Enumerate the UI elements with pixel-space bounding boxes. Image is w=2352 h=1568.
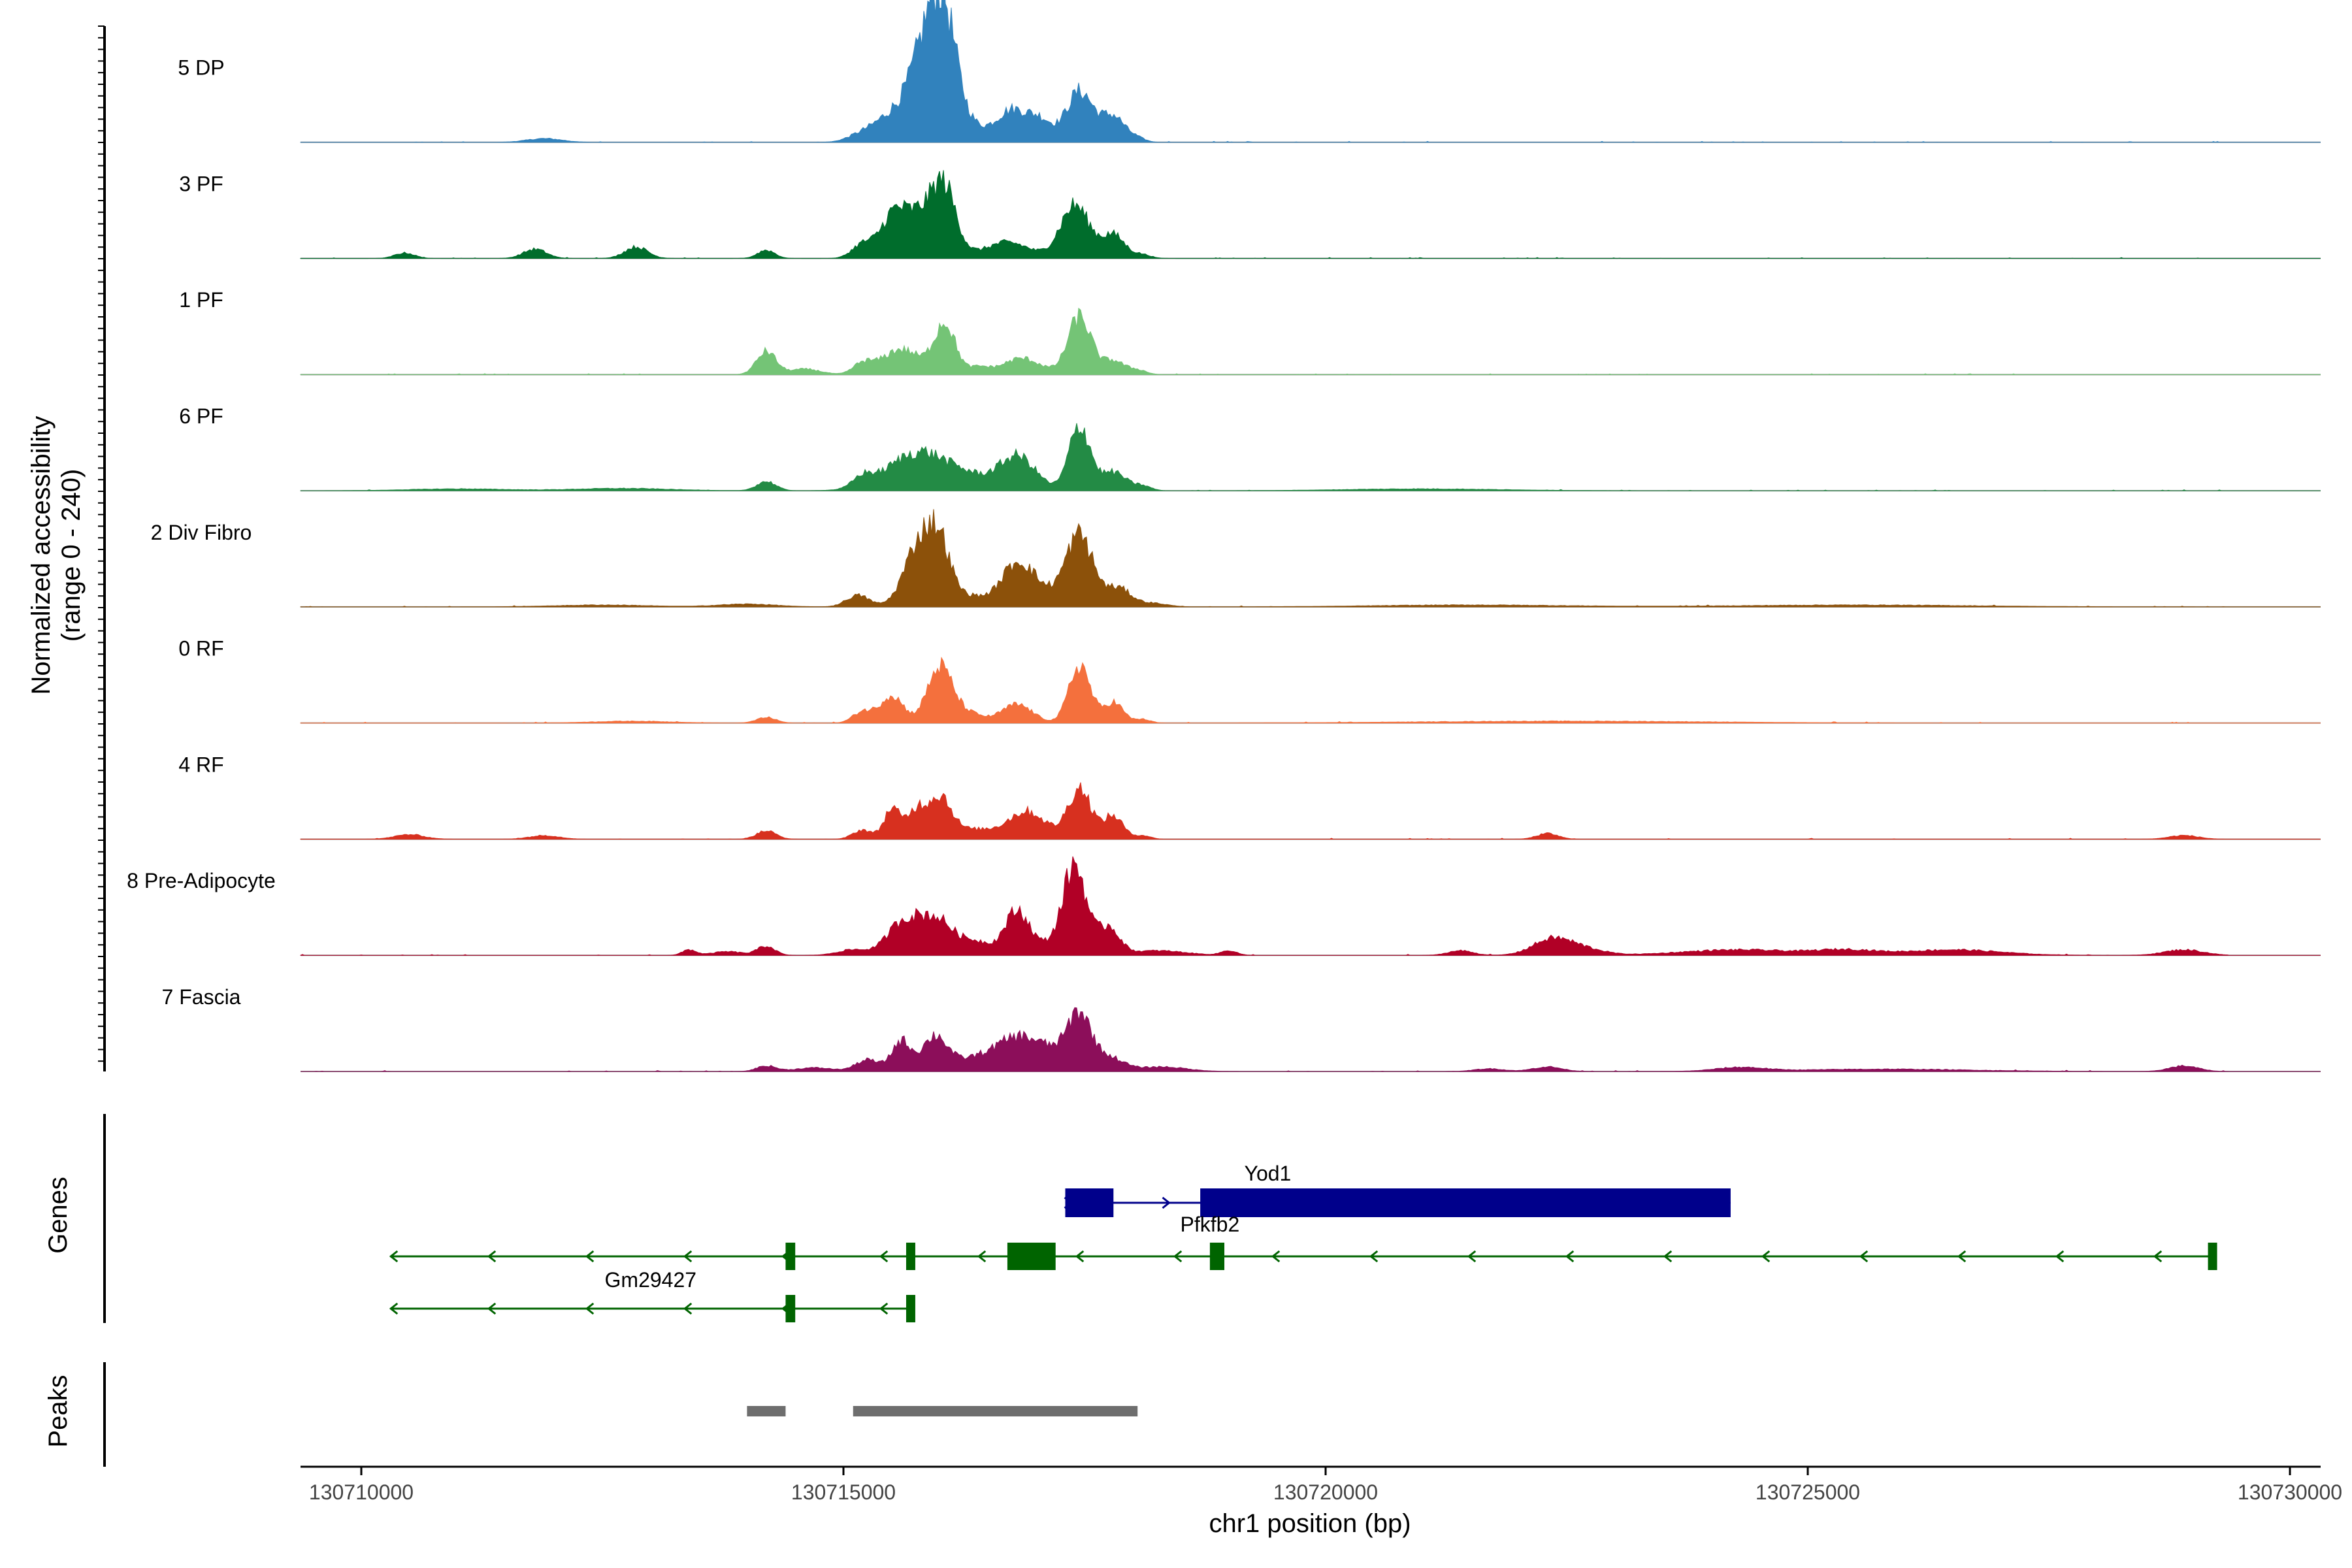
exon-block [1200, 1188, 1731, 1217]
coverage-area [300, 423, 2321, 491]
strand-arrow [1271, 1250, 1281, 1263]
strand-arrow [1957, 1250, 1967, 1263]
strand-arrow [487, 1302, 497, 1315]
strand-arrow [389, 1302, 399, 1315]
exon-block [1007, 1243, 1056, 1270]
strand-arrow [1859, 1250, 1869, 1263]
exon-block [1209, 1243, 1225, 1270]
coverage-area [300, 307, 2321, 375]
strand-arrow [1663, 1250, 1673, 1263]
strand-arrow [1075, 1250, 1085, 1263]
exon-block [906, 1243, 915, 1270]
y-axis-title: Normalized accessibility [27, 416, 56, 695]
gene-label: Yod1 [1245, 1162, 1292, 1185]
exon-block [785, 1295, 796, 1322]
peak-region [853, 1406, 1138, 1416]
track-label: 1 PF [179, 288, 223, 312]
strand-arrow [879, 1250, 889, 1263]
track-label: 2 Div Fibro [151, 521, 252, 544]
gene-label: Gm29427 [605, 1268, 697, 1292]
coverage-area [300, 657, 2321, 724]
strand-arrow [1173, 1250, 1183, 1263]
genes-panel-label: Genes [44, 1177, 73, 1254]
track-label: 0 RF [178, 637, 223, 661]
gene-gm29427: Gm29427 [389, 1268, 915, 1322]
strand-arrow [389, 1250, 399, 1263]
gene-yod1: Yod1 [1064, 1162, 1731, 1217]
gene-pfkfb2: Pfkfb2 [389, 1213, 2217, 1270]
strand-arrow [1565, 1250, 1575, 1263]
x-tick-label: 130725000 [1756, 1480, 1860, 1504]
strand-arrow [1761, 1250, 1771, 1263]
strand-arrow [487, 1250, 497, 1263]
y-axis-subtitle: (range 0 - 240) [57, 469, 86, 642]
x-tick-label: 130710000 [309, 1480, 414, 1504]
track-label: 7 Fascia [162, 985, 241, 1009]
track-label: 8 Pre-Adipocyte [127, 869, 276, 892]
x-axis-title: chr1 position (bp) [1209, 1509, 1411, 1538]
strand-arrow [1467, 1250, 1477, 1263]
strand-arrow [683, 1250, 693, 1263]
x-tick-label: 130730000 [2238, 1480, 2342, 1504]
track-label: 3 PF [179, 172, 223, 195]
peak-region [747, 1406, 786, 1416]
track-label: 5 DP [178, 56, 224, 80]
axes-group: 130710000 130715000 130720000 130725000 1307… [98, 25, 2342, 1504]
coverage-area [300, 170, 2321, 259]
gene-label: Pfkfb2 [1181, 1213, 1240, 1236]
exon-block [2208, 1243, 2217, 1270]
strand-arrow [2055, 1250, 2065, 1263]
coverage-area [300, 0, 2321, 143]
exon-block [785, 1243, 796, 1270]
strand-arrow [977, 1250, 987, 1263]
strand-arrow [585, 1250, 595, 1263]
x-tick-label: 130720000 [1273, 1480, 1378, 1504]
x-tick-label: 130715000 [791, 1480, 896, 1504]
peaks-panel-label: Peaks [44, 1375, 73, 1447]
strand-arrow [585, 1302, 595, 1315]
exon-block [1065, 1188, 1114, 1217]
strand-arrow [879, 1302, 889, 1315]
strand-arrow [1369, 1250, 1379, 1263]
coverage-area [300, 856, 2321, 956]
coverage-tracks: 5 DP 3 PF 1 PF 6 PF 2 Div Fibro 0 RF 4 RF 8 Pre… [127, 0, 2321, 1072]
strand-arrow [1162, 1196, 1171, 1209]
exon-block [906, 1295, 915, 1322]
track-label: 6 PF [179, 404, 223, 428]
gene-track: Yod1 Pfkfb2 Gm29427 [389, 1162, 2217, 1322]
coverage-area [300, 782, 2321, 840]
track-label: 4 RF [178, 753, 223, 776]
coverage-area [301, 1007, 2321, 1072]
coverage-area [300, 509, 2321, 608]
strand-arrow [2153, 1250, 2163, 1263]
peaks-track [747, 1406, 1138, 1416]
strand-arrow [683, 1302, 693, 1315]
